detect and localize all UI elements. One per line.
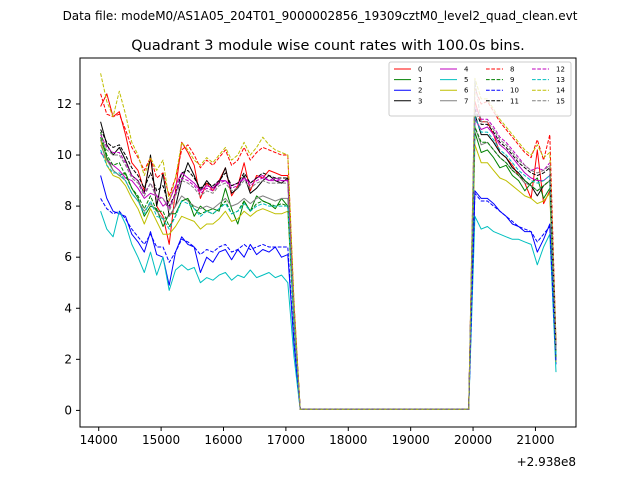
legend-label-2: 2	[418, 87, 422, 95]
x-tick-label: 16000	[204, 433, 242, 447]
series-line-9	[100, 126, 557, 410]
legend-label-6: 6	[464, 87, 469, 95]
figure-suptitle: Data file: modeM0/AS1A05_204T01_90000028…	[63, 9, 578, 23]
y-axis: 0 2 4 6 8 10 12	[57, 97, 80, 417]
y-tick-label: 0	[64, 403, 72, 417]
legend-label-5: 5	[464, 76, 468, 84]
legend-label-7: 7	[464, 97, 468, 105]
series-line-12	[100, 106, 557, 410]
y-tick-label: 4	[64, 301, 72, 315]
x-tick-label: 18000	[329, 433, 367, 447]
legend-label-8: 8	[510, 66, 514, 74]
legend-frame	[388, 61, 572, 117]
legend-label-15: 15	[556, 97, 565, 105]
x-tick-label: 15000	[142, 433, 180, 447]
legend-label-13: 13	[556, 76, 565, 84]
legend-label-1: 1	[418, 76, 422, 84]
x-axis: 14000 15000 16000 17000 18000 19000 20000 21000	[80, 427, 555, 447]
y-tick-label: 2	[64, 352, 72, 366]
legend-label-4: 4	[464, 66, 469, 74]
legend-label-9: 9	[510, 76, 514, 84]
x-tick-label: 17000	[267, 433, 305, 447]
series-line-11	[100, 108, 557, 410]
legend-label-3: 3	[418, 97, 422, 105]
x-offset-label: +2.938e8	[517, 455, 576, 469]
legend-label-12: 12	[556, 66, 565, 74]
x-tick-label: 21000	[516, 433, 554, 447]
x-tick-label: 20000	[454, 433, 492, 447]
x-tick-label: 14000	[80, 433, 118, 447]
y-tick-label: 8	[64, 199, 72, 213]
y-tick-label: 10	[57, 148, 72, 162]
legend-label-11: 11	[510, 97, 519, 105]
plot-area-frame	[79, 57, 577, 428]
y-tick-label: 12	[57, 97, 72, 111]
legend-label-14: 14	[556, 87, 565, 95]
legend-label-0: 0	[418, 66, 422, 74]
legend-label-10: 10	[510, 87, 519, 95]
chart-title: Quadrant 3 module wise count rates with …	[131, 38, 525, 54]
y-tick-label: 6	[64, 250, 72, 264]
series-layer	[100, 73, 557, 410]
x-tick-label: 19000	[392, 433, 430, 447]
